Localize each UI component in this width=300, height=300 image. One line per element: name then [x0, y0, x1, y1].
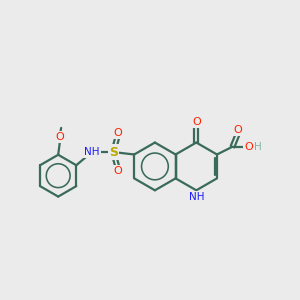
Text: O: O — [233, 125, 242, 135]
Text: H: H — [254, 142, 262, 152]
Text: NH: NH — [188, 193, 204, 202]
Text: O: O — [56, 132, 64, 142]
Text: S: S — [109, 146, 117, 159]
Text: O: O — [192, 117, 201, 127]
Text: O: O — [56, 132, 64, 142]
Text: NH: NH — [188, 193, 204, 202]
Text: O: O — [113, 167, 122, 176]
Text: O: O — [113, 128, 122, 138]
Text: H: H — [254, 142, 262, 152]
Text: O: O — [233, 125, 242, 135]
Text: S: S — [109, 146, 118, 159]
Text: O: O — [113, 128, 122, 138]
Text: O: O — [244, 142, 253, 152]
Text: O: O — [113, 167, 122, 176]
Text: NH: NH — [84, 147, 100, 157]
Text: NH: NH — [84, 147, 100, 157]
Text: O: O — [244, 142, 253, 152]
Text: O: O — [192, 117, 201, 127]
